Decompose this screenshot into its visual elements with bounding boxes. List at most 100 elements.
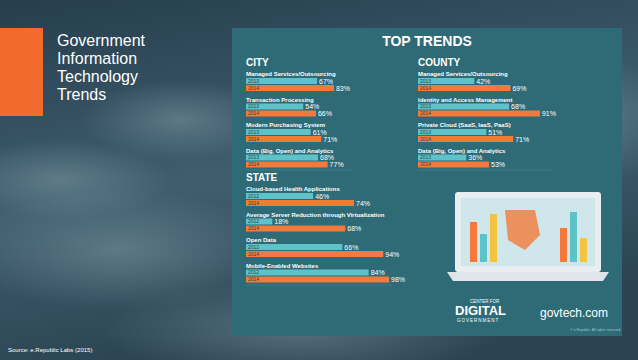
laptop-screen [461, 198, 595, 266]
category-label: Private Cloud (SaaS, IaaS, PaaS) [418, 122, 511, 128]
series-label: 2013 [420, 154, 431, 160]
decor-bar [560, 228, 567, 262]
series-label: 2013 [248, 129, 259, 135]
series-label: 2012 [248, 218, 259, 224]
data-label: 68% [320, 154, 334, 161]
bars [418, 78, 540, 168]
panel [232, 28, 622, 336]
bar [418, 104, 509, 110]
category-label: Open Data [246, 237, 277, 243]
bar [246, 85, 334, 91]
category-label: Mobile-Enabled Websites [246, 263, 319, 269]
bar [246, 155, 318, 161]
slide-title: Information [57, 50, 137, 67]
data-label: 77% [330, 161, 344, 168]
data-label: 69% [512, 85, 526, 92]
logo-bottom: GOVERNMENT [457, 318, 499, 323]
bar [418, 85, 510, 91]
data-label: 51% [488, 129, 502, 136]
category-label: Identity and Access Management [418, 97, 512, 103]
series-label: 2014 [248, 200, 259, 206]
illustration [447, 192, 609, 281]
bar [418, 155, 466, 161]
bars [246, 193, 389, 283]
decor-map [505, 210, 540, 250]
data-label: 67% [319, 78, 333, 85]
axis-line [246, 285, 392, 286]
slide-title: Technology [57, 68, 138, 85]
bar [418, 136, 513, 142]
bar [246, 226, 345, 232]
bar [246, 277, 389, 283]
bar [246, 270, 369, 276]
category-label: Average Server Reduction through Virtual… [246, 212, 385, 218]
bar [246, 136, 321, 142]
site: govtech.com [540, 306, 608, 320]
bar [418, 162, 489, 168]
data-label: 66% [318, 110, 332, 117]
data-label: 18% [274, 218, 288, 225]
page: {"slide": {"title_lines": ["Government",… [0, 0, 638, 360]
laptop-bezel [455, 192, 601, 272]
data-label: 61% [313, 129, 327, 136]
axis-line [246, 170, 352, 171]
data-label: 84% [371, 269, 385, 276]
slide-title: Trends [57, 86, 106, 103]
bar [246, 219, 272, 225]
series-label: 2014 [420, 110, 431, 116]
bar [246, 129, 311, 135]
chart-title: STATE [246, 172, 278, 183]
data-label: 98% [391, 276, 405, 283]
series-label: 2014 [248, 225, 259, 231]
category-label: Managed Services/Outsourcing [418, 71, 508, 77]
category-label: Managed Services/Outsourcing [246, 71, 336, 77]
series-label: 2014 [248, 136, 259, 142]
series-label: 2012 [248, 269, 259, 275]
category-label: Modern Purchasing System [246, 122, 325, 128]
bar [246, 251, 383, 257]
decor-bar [480, 234, 487, 262]
bar [418, 78, 474, 84]
data-label: 66% [344, 244, 358, 251]
data-label: 54% [305, 103, 319, 110]
series-label: 2014 [420, 161, 431, 167]
bars [246, 78, 334, 168]
series-label: 2013 [248, 78, 259, 84]
data-label: 42% [476, 78, 490, 85]
source: Source: e.Republic Labs (2015) [8, 347, 92, 353]
axis-line [418, 170, 552, 171]
data-label: 71% [323, 136, 337, 143]
data-label: 71% [515, 136, 529, 143]
decor-bar [490, 214, 497, 262]
bar [246, 111, 316, 117]
series-label: 2012 [248, 244, 259, 250]
series-label: 2014 [248, 161, 259, 167]
decor-bar [470, 222, 477, 262]
data-label: 36% [468, 154, 482, 161]
category-label: Data (Big, Open) and Analytics [246, 148, 334, 154]
data-label: 83% [336, 85, 350, 92]
category-label: Transaction Processing [246, 97, 314, 103]
series-label: 2014 [248, 276, 259, 282]
series-label: 2014 [420, 85, 431, 91]
data-label: 94% [385, 251, 399, 258]
bar [246, 104, 303, 110]
series-label: 2013 [248, 103, 259, 109]
bar [418, 111, 540, 117]
decor-bar [570, 212, 577, 262]
series-label: 2013 [420, 78, 431, 84]
data-label: 74% [356, 200, 370, 207]
canvas: GovernmentInformationTechnologyTrends Sou… [0, 0, 638, 360]
series-label: 2012 [248, 193, 259, 199]
slide-title: Government [57, 32, 146, 49]
data-label: 91% [542, 110, 556, 117]
decor-bar [580, 238, 587, 262]
category-label: Data (Big, Open) and Analytics [418, 148, 506, 154]
chart-title: CITY [246, 57, 269, 68]
series-label: 2014 [248, 110, 259, 116]
data-label: 46% [315, 193, 329, 200]
laptop-base [447, 272, 609, 281]
series-label: 2014 [248, 85, 259, 91]
data-label: 53% [491, 161, 505, 168]
chart-title: COUNTY [418, 57, 461, 68]
